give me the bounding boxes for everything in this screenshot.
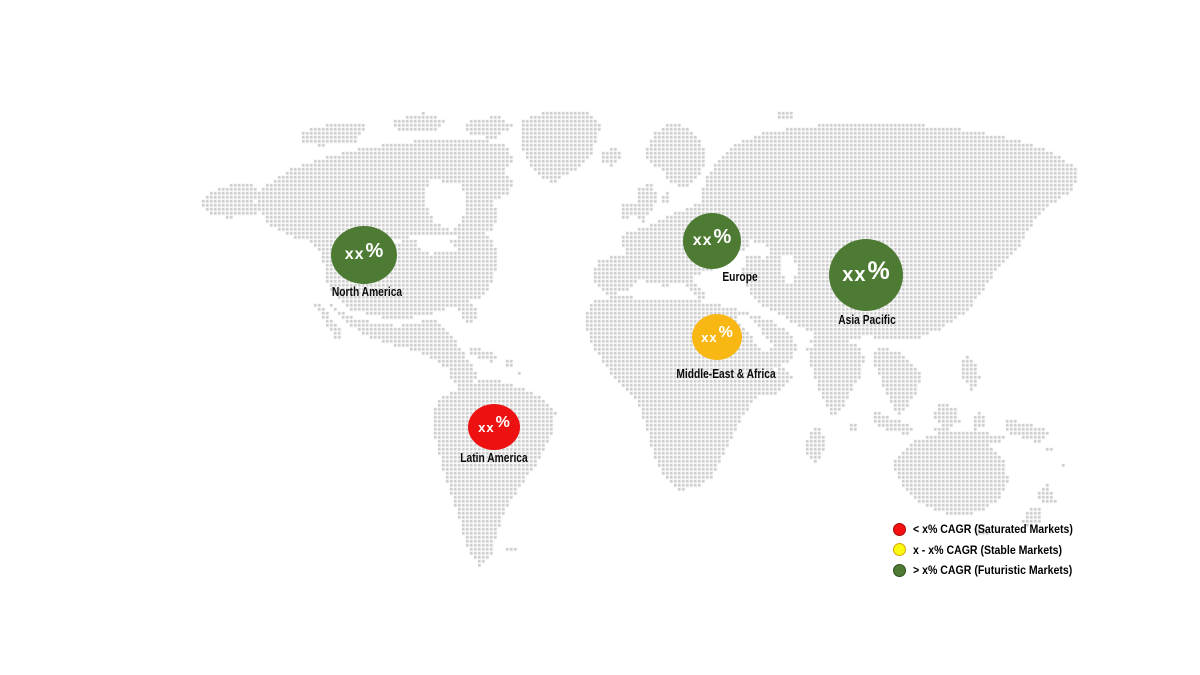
region-label-middle-east-africa: Middle-East & Africa: [676, 367, 776, 381]
legend-item-stable: x - x% CAGR (Stable Markets): [893, 540, 1095, 561]
region-cagr-value: xx: [478, 419, 495, 435]
region-cagr-percent-sign: %: [718, 324, 733, 341]
region-cagr-percent-sign: %: [713, 226, 732, 248]
region-cagr-percent-sign: %: [365, 240, 384, 262]
region-bubble-middle-east-africa: xx%: [692, 314, 742, 360]
legend-label: x - x% CAGR (Stable Markets): [913, 542, 1063, 557]
region-label-asia-pacific: Asia Pacific: [838, 313, 896, 327]
region-cagr-percent-sign: %: [867, 256, 890, 285]
legend-circle-icon: [893, 522, 906, 536]
region-cagr-value: xx: [701, 329, 718, 345]
region-label-north-america: North America: [331, 285, 403, 299]
region-label-latin-america: Latin America: [460, 451, 528, 465]
region-cagr-percent-sign: %: [495, 414, 510, 431]
legend-label: > x% CAGR (Futuristic Markets): [913, 563, 1073, 578]
region-bubble-latin-america: xx%: [468, 404, 520, 450]
legend-circle-icon: [893, 563, 906, 577]
legend-item-futuristic: > x% CAGR (Futuristic Markets): [893, 560, 1095, 581]
legend-circle-icon: [893, 543, 906, 557]
cagr-legend: < x% CAGR (Saturated Markets) x - x% CAGR…: [893, 519, 1095, 581]
legend-label: < x% CAGR (Saturated Markets): [913, 522, 1073, 537]
region-cagr-value: xx: [344, 246, 365, 263]
region-bubble-asia-pacific: xx%: [829, 239, 903, 311]
region-cagr-value: xx: [692, 232, 713, 249]
legend-item-saturated: < x% CAGR (Saturated Markets): [893, 519, 1095, 540]
region-cagr-value: xx: [842, 264, 867, 286]
region-bubble-europe: xx%: [683, 213, 741, 269]
region-bubble-north-america: xx%: [331, 226, 397, 284]
region-label-europe: Europe: [722, 270, 758, 284]
